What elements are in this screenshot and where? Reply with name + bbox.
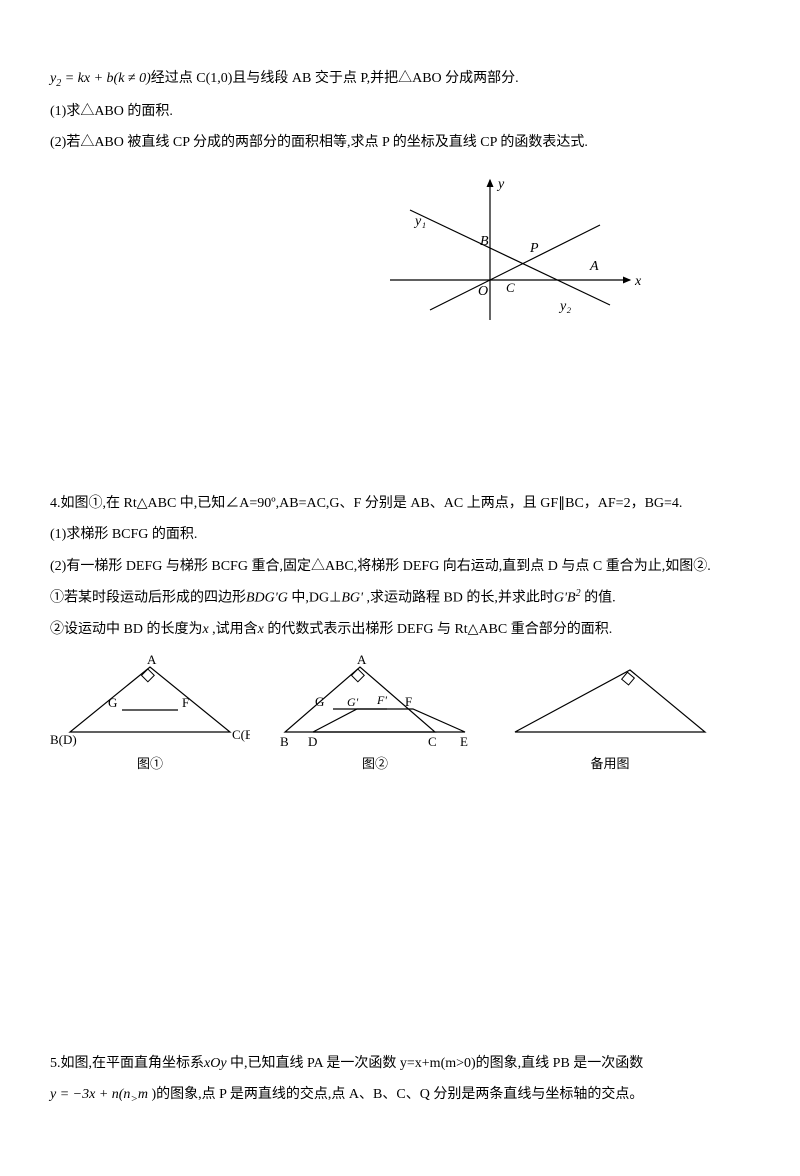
chart-svg: x y O y₁ y₂ B P A C	[370, 170, 650, 330]
p4-sub1: ①若某时段运动后形成的四边形BDG'G 中,DG⊥BG' ,求运动路程 BD 的…	[50, 585, 750, 611]
svg-text:B: B	[480, 234, 489, 249]
figure-1: A G F B(D) C(E) 图①	[50, 652, 250, 775]
svg-text:G: G	[315, 694, 324, 709]
problem-3-formula-line: y2 = kx + b(k ≠ 0)经过点 C(1,0)且与线段 AB 交于点 …	[50, 66, 750, 93]
svg-text:D: D	[308, 734, 317, 749]
svg-text:F: F	[182, 695, 189, 710]
p5-line2: y = −3x + n(n>m )的图象,点 P 是两直线的交点,点 A、B、C…	[50, 1082, 750, 1110]
svg-text:G: G	[108, 695, 117, 710]
svg-text:B(D): B(D)	[50, 732, 77, 747]
figure-2: A G G' F' F B D C E 图②	[265, 652, 485, 775]
svg-text:x: x	[634, 274, 642, 289]
svg-text:C: C	[506, 280, 515, 295]
figure-3: 备用图	[500, 652, 720, 775]
svg-text:C(E): C(E)	[232, 727, 250, 742]
coordinate-chart: x y O y₁ y₂ B P A C	[370, 170, 750, 330]
p4-sub2: ②设运动中 BD 的长度为x ,试用含x 的代数式表示出梯形 DEFG 与 Rt…	[50, 617, 750, 642]
p4-q2: (2)有一梯形 DEFG 与梯形 BCFG 重合,固定△ABC,将梯形 DEFG…	[50, 554, 750, 579]
svg-text:G': G'	[347, 695, 359, 709]
p5-formula: y = −3x + n(n>m	[50, 1087, 148, 1102]
svg-text:P: P	[529, 241, 539, 256]
svg-text:E: E	[460, 734, 468, 749]
svg-text:A: A	[147, 652, 157, 667]
svg-text:C: C	[428, 734, 437, 749]
fig3-label: 备用图	[500, 752, 720, 775]
svg-text:F': F'	[376, 693, 387, 707]
formula-y2: y2 = kx + b(k ≠ 0)	[50, 71, 151, 86]
svg-text:F: F	[405, 694, 412, 709]
p4-q1: (1)求梯形 BCFG 的面积.	[50, 522, 750, 547]
p4-line1: 4.如图①,在 Rt△ABC 中,已知∠A=90º,AB=AC,G、F 分别是 …	[50, 491, 750, 516]
fig1-label: 图①	[50, 752, 250, 775]
fig2-label: 图②	[265, 752, 485, 775]
figures-row: A G F B(D) C(E) 图① A G G' F' F B D C E 图…	[50, 652, 750, 775]
p3-q1: (1)求△ABO 的面积.	[50, 99, 750, 124]
svg-text:y₁: y₁	[413, 214, 426, 229]
p5-line1: 5.如图,在平面直角坐标系xOy 中,已知直线 PA 是一次函数 y=x+m(m…	[50, 1051, 750, 1076]
p3-text: 经过点 C(1,0)且与线段 AB 交于点 P,并把△ABO 分成两部分.	[151, 71, 519, 86]
svg-text:O: O	[478, 284, 488, 299]
svg-text:B: B	[280, 734, 289, 749]
svg-text:y₂: y₂	[558, 299, 571, 314]
svg-text:y: y	[496, 177, 505, 192]
svg-text:A: A	[589, 259, 599, 274]
svg-text:A: A	[357, 652, 367, 667]
p3-q2: (2)若△ABO 被直线 CP 分成的两部分的面积相等,求点 P 的坐标及直线 …	[50, 130, 750, 155]
